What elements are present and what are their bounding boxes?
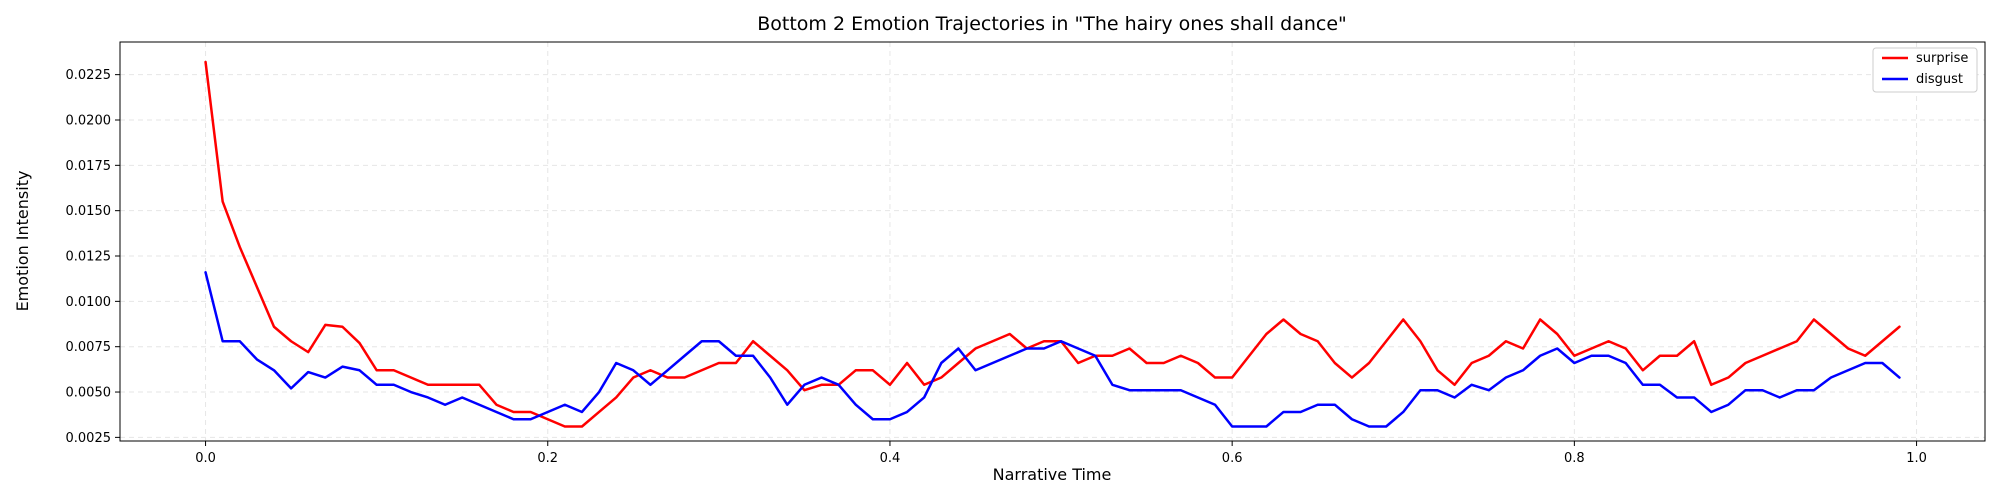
y-tick-label: 0.0075 (66, 340, 112, 355)
x-axis-label: Narrative Time (993, 465, 1112, 484)
x-tick-label: 0.4 (880, 451, 901, 466)
x-tick-label: 0.2 (537, 451, 558, 466)
x-tick-label: 0.0 (195, 451, 216, 466)
series-line-surprise (204, 60, 1901, 428)
y-tick-label: 0.0150 (66, 204, 112, 219)
y-axis-label: Emotion Intensity (13, 171, 32, 312)
x-tick-label: 0.8 (1564, 451, 1585, 466)
y-tick-label: 0.0100 (66, 295, 112, 310)
y-tick-label: 0.0050 (66, 386, 112, 401)
y-tick-label: 0.0225 (66, 68, 112, 83)
x-axis-ticks: 0.0 0.2 0.4 0.6 0.8 1.0 (195, 441, 1927, 466)
legend-label-surprise: surprise (1916, 51, 1968, 66)
grid-lines (120, 42, 1985, 441)
y-tick-label: 0.0200 (66, 113, 112, 128)
series-lines (204, 60, 1901, 428)
y-tick-label: 0.0125 (66, 250, 112, 265)
legend-label-disgust: disgust (1916, 72, 1963, 87)
y-tick-label: 0.0025 (66, 431, 112, 446)
plot-frame (119, 41, 1986, 442)
x-tick-label: 0.6 (1222, 451, 1243, 466)
legend: surprise disgust (1872, 47, 1978, 93)
x-tick-label: 1.0 (1906, 451, 1927, 466)
y-axis-ticks: 0.0025 0.0050 0.0075 0.0100 0.0125 0.0150 0.01… (66, 68, 120, 446)
y-tick-label: 0.0175 (66, 159, 112, 174)
series-line-disgust (204, 271, 1901, 428)
chart-title: Bottom 2 Emotion Trajectories in "The ha… (757, 13, 1347, 35)
